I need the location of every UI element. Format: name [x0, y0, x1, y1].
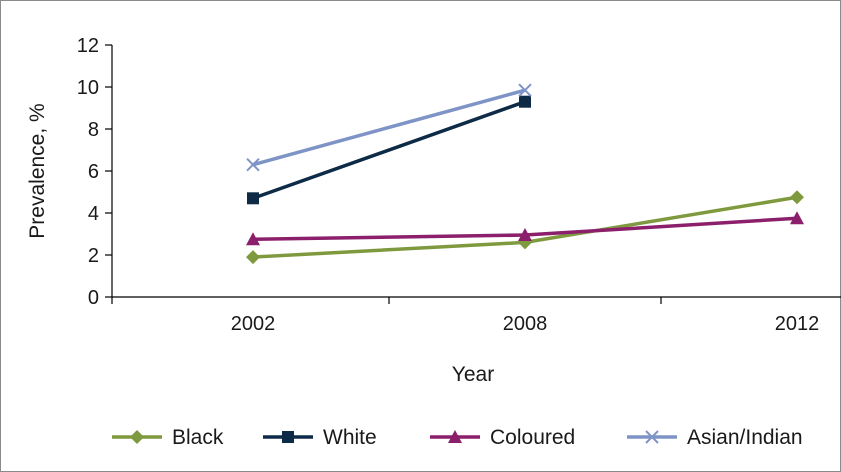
data-point	[246, 250, 260, 265]
axes	[111, 45, 841, 298]
legend-marker	[448, 430, 462, 443]
x-axis-title: Year	[452, 363, 494, 386]
series-line	[252, 88, 526, 167]
y-tick-label: 8	[88, 119, 99, 141]
legend-label: Coloured	[490, 426, 575, 449]
y-tick-label: 10	[77, 77, 99, 99]
y-tick-label: 2	[88, 245, 99, 267]
data-point	[247, 192, 259, 205]
legend-label: Black	[172, 426, 224, 449]
x-tick-label: 2002	[231, 313, 276, 335]
legend-label: White	[323, 426, 377, 449]
legend-marker	[645, 430, 659, 444]
y-ticks: 0 2 4 6 8 10 12	[77, 35, 112, 309]
y-tick-label: 6	[88, 161, 99, 183]
series-layer	[246, 83, 804, 265]
legend-item: Coloured	[430, 426, 575, 449]
y-tick-label: 4	[88, 203, 99, 225]
legend-item: White	[263, 426, 377, 449]
series-white	[247, 95, 531, 205]
x-tick-label: 2012	[775, 313, 820, 335]
data-point	[790, 211, 804, 225]
legend-label: Asian/Indian	[687, 426, 803, 449]
legend-item: Asian/Indian	[627, 426, 803, 449]
data-point	[790, 190, 804, 205]
data-point	[519, 95, 531, 108]
legend-item: Black	[112, 426, 224, 449]
series-coloured	[246, 211, 804, 246]
data-point	[518, 83, 532, 97]
data-point	[518, 228, 532, 242]
legend: Black White Coloured Asian/Indian	[112, 426, 803, 449]
y-axis-title: Prevalence, %	[26, 103, 49, 238]
x-tick-label: 2008	[503, 313, 548, 335]
y-tick-label: 0	[88, 287, 99, 309]
x-ticks: 2002 2008 2012	[111, 297, 820, 335]
data-point	[246, 157, 260, 172]
series-line	[252, 100, 526, 200]
legend-marker	[282, 431, 294, 443]
series-black	[246, 190, 804, 265]
data-point	[246, 232, 260, 246]
legend-marker	[130, 430, 144, 444]
series-asian-indian	[246, 83, 532, 172]
y-tick-label: 12	[77, 35, 99, 57]
